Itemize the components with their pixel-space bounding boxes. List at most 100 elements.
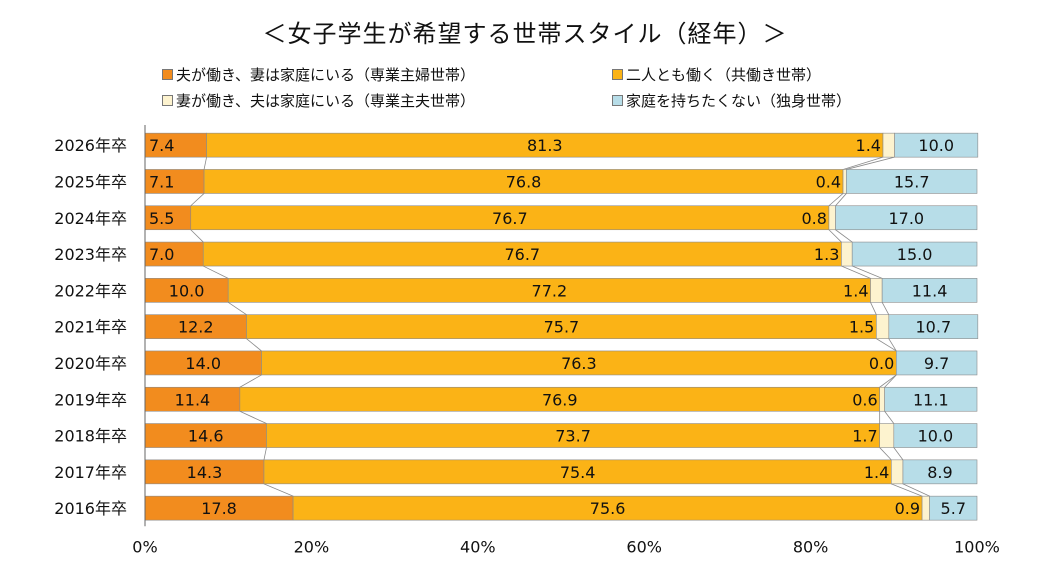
data-label: 1.3	[814, 245, 839, 264]
connector-line	[876, 338, 897, 352]
bar-segment	[144, 132, 207, 158]
connector-line	[828, 229, 842, 243]
connector-line	[239, 410, 267, 424]
category-label: 2022年卒	[54, 281, 127, 300]
bar-segment	[888, 314, 979, 339]
bar-segment	[882, 132, 895, 158]
bars	[144, 132, 979, 521]
bar-segment	[292, 495, 923, 521]
connector-line	[852, 265, 883, 279]
bar-segment	[246, 314, 877, 339]
data-label: 0.9	[895, 499, 920, 518]
x-tick-label: 40%	[460, 537, 496, 556]
legend-swatch-dual-income	[612, 69, 623, 80]
bar-segment	[902, 459, 978, 485]
bar-segment	[206, 132, 884, 158]
data-label: 75.7	[544, 318, 580, 337]
category-label: 2018年卒	[54, 427, 127, 446]
category-label: 2023年卒	[54, 245, 127, 264]
data-label: 0.6	[852, 390, 877, 409]
data-label: 76.7	[504, 245, 540, 264]
bar-segment	[263, 459, 892, 485]
data-label: 7.4	[149, 136, 174, 155]
bar-segment	[879, 386, 885, 412]
bar-segment	[144, 386, 241, 412]
connector-line	[841, 265, 871, 279]
category-label: 2021年卒	[54, 318, 127, 337]
legend-label-househusband: 妻が働き、夫は家庭にいる（専業主夫世帯）	[176, 92, 475, 110]
bar-segment	[144, 495, 294, 521]
bar-segment	[828, 205, 836, 231]
data-label: 17.8	[201, 499, 237, 518]
connector-line	[239, 374, 262, 388]
connector-line	[190, 193, 205, 207]
bar-segment	[891, 459, 904, 485]
category-label: 2025年卒	[54, 172, 127, 191]
bar-segment	[144, 205, 192, 231]
data-label: 1.4	[856, 136, 881, 155]
bar-segment	[921, 495, 930, 521]
connector-line	[203, 157, 207, 170]
bar-segment	[842, 169, 847, 194]
connector-line	[891, 483, 923, 497]
category-label: 2016年卒	[54, 499, 127, 518]
data-label: 1.7	[852, 427, 877, 446]
connector-line	[203, 265, 229, 279]
data-label: 1.4	[864, 463, 889, 482]
x-tick-label: 80%	[793, 537, 829, 556]
x-axis: 0% 20% 40% 60% 80% 100%	[132, 125, 1000, 556]
data-label: 11.4	[912, 281, 948, 300]
connector-line	[879, 447, 892, 461]
data-labels: 2026年卒 7.4 81.3 1.4 10.0 2025年卒 7.1 76.8 0.4 15.7…	[54, 136, 966, 518]
bar-segment	[895, 350, 978, 376]
data-label: 76.3	[561, 354, 597, 373]
connector-line	[828, 193, 844, 207]
bar-segment	[851, 241, 978, 267]
data-label: 75.4	[560, 463, 596, 482]
x-tick-label: 60%	[626, 537, 662, 556]
data-label: 10.0	[169, 281, 205, 300]
connector-line	[884, 374, 897, 388]
data-label: 15.0	[897, 245, 933, 264]
connector-line	[835, 229, 853, 243]
x-tick-label: 0%	[132, 537, 157, 556]
category-label: 2019年卒	[54, 390, 127, 409]
bar-segment	[227, 278, 871, 303]
category-label: 2024年卒	[54, 209, 127, 228]
legend-swatch-househusband	[162, 95, 173, 106]
bar-segment	[144, 278, 229, 303]
category-label: 2026年卒	[54, 136, 127, 155]
connector-line	[846, 156, 895, 170]
category-label: 2020年卒	[54, 354, 127, 373]
connector-line	[227, 302, 247, 315]
data-label: 0.0	[869, 354, 894, 373]
connector-line	[263, 447, 267, 460]
bar-segment	[881, 278, 978, 303]
data-label: 76.7	[492, 209, 528, 228]
data-label: 11.1	[913, 390, 949, 409]
data-label: 77.2	[532, 281, 568, 300]
data-label: 73.7	[555, 427, 591, 446]
bar-segment	[841, 241, 853, 267]
data-label: 12.2	[178, 318, 214, 337]
legend-item-single: 家庭を持ちたくない（独身世帯）	[612, 90, 851, 111]
legend-item-househusband: 妻が働き、夫は家庭にいる（専業主夫世帯）	[162, 90, 475, 111]
bar-segment	[835, 205, 978, 231]
data-label: 7.1	[149, 172, 174, 191]
bar-segment	[876, 314, 890, 339]
connector-line	[190, 229, 204, 243]
connector-line	[881, 302, 890, 315]
legend-label-single: 家庭を持ちたくない（独身世帯）	[626, 92, 852, 110]
x-tick-label: 20%	[294, 537, 330, 556]
legend-swatch-single	[612, 95, 623, 106]
connector-line	[884, 411, 895, 424]
legend-swatch-housewife	[162, 69, 173, 80]
bar-segment	[239, 386, 880, 412]
connector-line	[870, 302, 877, 315]
bar-segment	[879, 423, 895, 448]
bar-segment	[144, 350, 262, 376]
data-label: 76.8	[506, 172, 542, 191]
bar-segment	[893, 423, 978, 448]
data-label: 7.0	[149, 245, 174, 264]
